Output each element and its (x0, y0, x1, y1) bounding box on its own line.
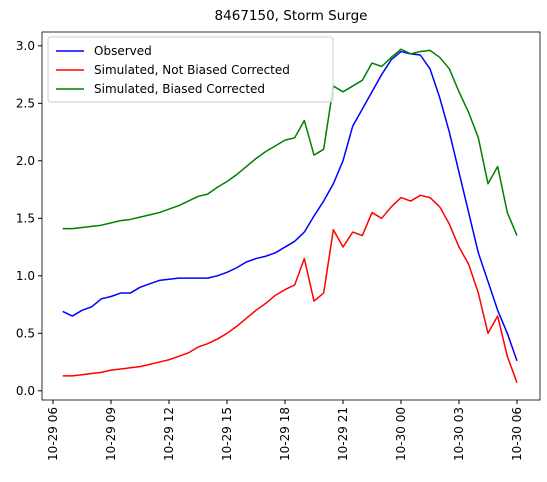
x-tick-label: 10-30 00 (394, 407, 408, 461)
axes-frame (41, 31, 541, 401)
x-tick-label: 10-29 21 (336, 407, 350, 461)
x-tick-label: 10-29 09 (104, 407, 118, 461)
x-tick-label: 10-30 06 (510, 407, 524, 461)
legend-box (47, 36, 334, 103)
y-tick-label: 3.0 (16, 39, 35, 53)
y-tick-label: 1.5 (16, 211, 35, 225)
legend-label: Simulated, Biased Corrected (94, 82, 265, 96)
x-tick-label: 10-29 06 (46, 407, 60, 461)
x-tick-label: 10-30 03 (452, 407, 466, 461)
legend-label: Simulated, Not Biased Corrected (94, 63, 290, 77)
y-tick-label: 2.0 (16, 154, 35, 168)
x-tick-label: 10-29 18 (278, 407, 292, 461)
x-tick-label: 10-29 15 (220, 407, 234, 461)
y-tick-label: 0.5 (16, 326, 35, 340)
y-tick-label: 2.5 (16, 96, 35, 110)
y-tick-label: 0.0 (16, 384, 35, 398)
series-line (62, 48, 518, 236)
legend-label: Observed (94, 44, 152, 58)
series-line (62, 50, 518, 362)
series-line (62, 194, 518, 384)
legend: Observed Simulated, Not Biased Corrected S… (47, 36, 334, 103)
chart-title: 8467150, Storm Surge (215, 8, 368, 24)
x-tick-label: 10-29 12 (162, 407, 176, 461)
y-tick-label: 1.0 (16, 269, 35, 283)
